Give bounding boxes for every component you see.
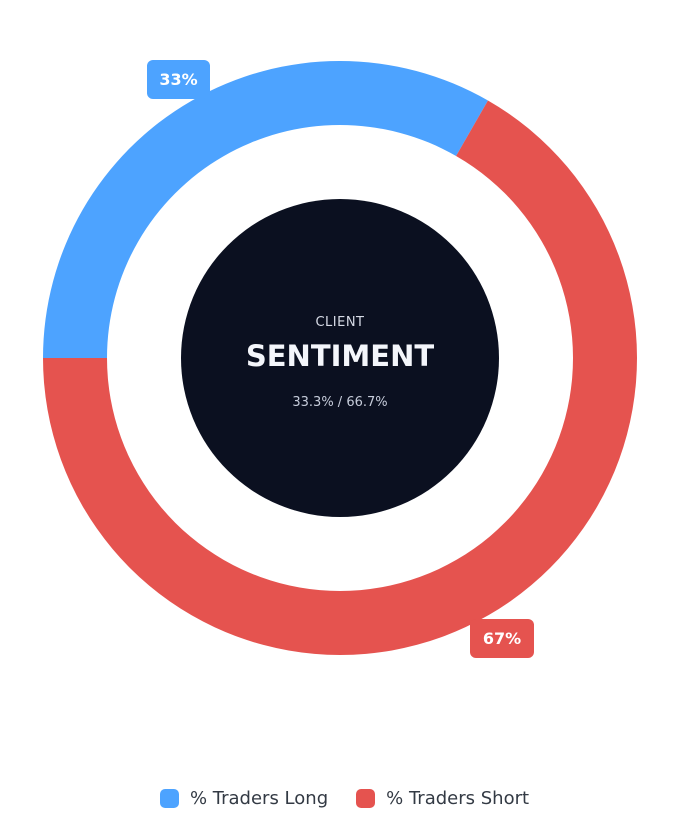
legend-label-traders-long: % Traders Long	[189, 788, 329, 809]
badge-traders-long: 33%	[147, 60, 210, 99]
legend-label-traders-short: % Traders Short	[386, 788, 530, 809]
badge-traders-short: 67%	[470, 619, 534, 658]
badge-traders-long-label: 33%	[159, 70, 197, 89]
center-disc	[181, 199, 499, 517]
legend-swatch-traders-long	[159, 789, 179, 808]
donut-slices	[43, 60, 638, 656]
sentiment-donut-chart: CLIENT SENTIMENT 33.3% / 66.7% 33% 67%	[43, 60, 638, 658]
center-title: SENTIMENT	[246, 339, 434, 373]
chart-legend: % Traders Long % Traders Short	[0, 788, 689, 809]
legend-item-traders-short[interactable]: % Traders Short	[356, 788, 529, 809]
badge-traders-short-label: 67%	[483, 629, 521, 648]
data-label-badges: 33% 67%	[147, 60, 534, 658]
legend-swatch-traders-short	[356, 789, 376, 808]
center-ratio-text: 33.3% / 66.7%	[292, 395, 387, 410]
legend-item-traders-long[interactable]: % Traders Long	[159, 788, 329, 809]
center-eyebrow-label: CLIENT	[315, 315, 364, 330]
badge-traders-long-background	[147, 60, 210, 99]
badge-traders-short-background	[470, 619, 534, 658]
donut-slice-traders-long[interactable]	[43, 60, 488, 358]
